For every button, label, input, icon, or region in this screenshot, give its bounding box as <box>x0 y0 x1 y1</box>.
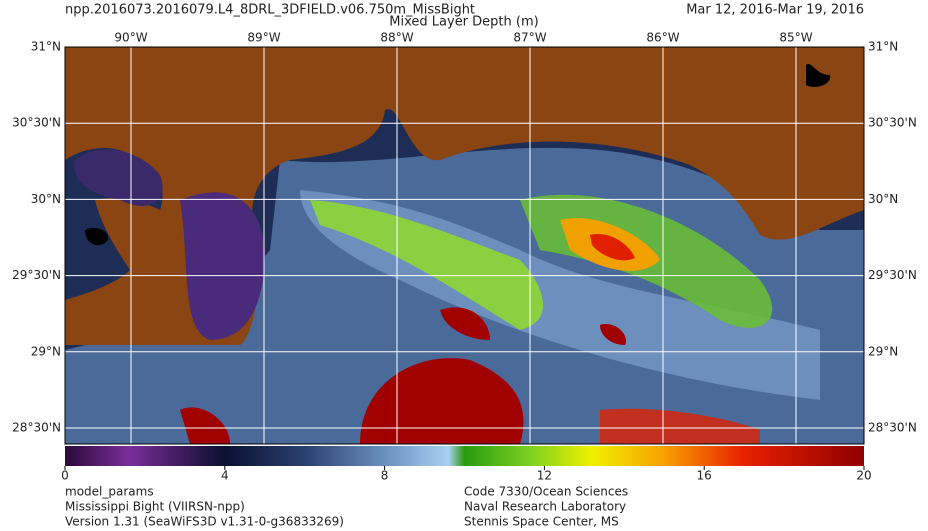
red-patch <box>590 234 635 261</box>
land <box>65 47 864 345</box>
red-patch <box>600 324 626 345</box>
lon-label: 85°W <box>779 31 812 45</box>
colorbar <box>65 446 864 466</box>
footer-right: Naval Research Laboratory <box>464 500 626 514</box>
footer-right: Code 7330/Ocean Sciences <box>464 485 628 499</box>
marsh <box>180 192 265 340</box>
lat-label: 31°N <box>31 40 61 54</box>
colorbar-label: 20 <box>856 469 871 483</box>
lat-label: 30°30'N <box>868 116 917 130</box>
footer-right: Stennis Space Center, MS <box>464 515 619 529</box>
lat-label: 30°N <box>868 192 898 206</box>
colorbar-label: 4 <box>221 469 229 483</box>
subtitle: Mixed Layer Depth (m) <box>389 15 538 30</box>
graticule <box>65 47 864 444</box>
footer-left: Mississippi Bight (VIIRSN-npp) <box>65 500 245 514</box>
lat-label: 29°30'N <box>12 268 61 282</box>
footer-left: Version 1.31 (SeaWiFS3D v1.31-0-g3683326… <box>65 515 344 529</box>
lat-label: 31°N <box>868 40 898 54</box>
marsh <box>74 149 163 206</box>
red-patch <box>180 407 230 444</box>
lat-label: 29°N <box>868 344 898 358</box>
red-patch <box>600 408 760 444</box>
lat-label: 30°N <box>31 192 61 206</box>
lat-label: 29°N <box>31 344 61 358</box>
lake <box>806 63 831 87</box>
date: Mar 12, 2016-Mar 19, 2016 <box>686 3 864 18</box>
map <box>65 47 864 444</box>
lon-label: 86°W <box>646 31 679 45</box>
lon-label: 90°W <box>114 31 147 45</box>
red-patch <box>440 307 490 340</box>
lon-label: 89°W <box>247 31 280 45</box>
colorbar-label: 16 <box>697 469 712 483</box>
lat-label: 28°30'N <box>868 421 917 435</box>
lat-label: 28°30'N <box>12 421 61 435</box>
green-band <box>310 200 544 330</box>
red-patch <box>360 358 524 444</box>
lon-label: 87°W <box>513 31 546 45</box>
lat-label: 30°30'N <box>12 116 61 130</box>
title: npp.2016073.2016079.L4_8DRL_3DFIELD.v06.… <box>65 3 475 18</box>
lon-label: 88°W <box>380 31 413 45</box>
colorbar-ticks: 0 4 8 12 16 20 <box>61 466 872 483</box>
colorbar-label: 0 <box>61 469 69 483</box>
map-frame <box>64 46 865 445</box>
lat-label: 29°30'N <box>868 268 917 282</box>
colorbar-label: 8 <box>381 469 389 483</box>
footer-left: model_params <box>65 485 154 499</box>
lake <box>85 228 109 246</box>
colorbar-label: 12 <box>537 469 552 483</box>
